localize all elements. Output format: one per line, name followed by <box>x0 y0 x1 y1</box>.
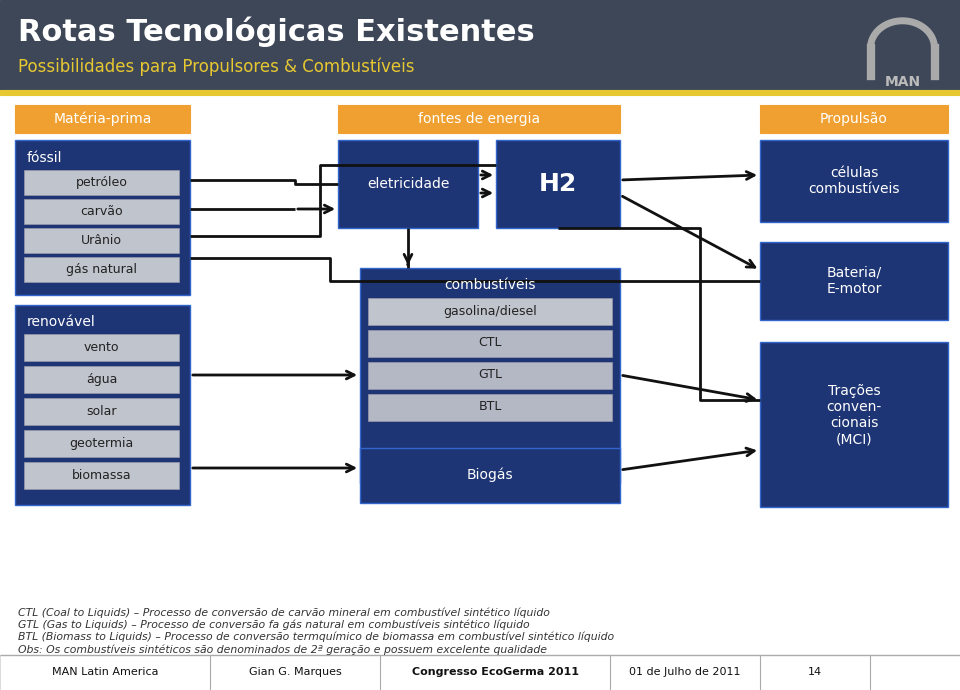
Bar <box>15 140 190 295</box>
Text: fontes de energia: fontes de energia <box>418 112 540 126</box>
Bar <box>24 398 179 425</box>
Text: água: água <box>85 373 117 386</box>
Text: H2: H2 <box>539 172 577 196</box>
Bar <box>24 430 179 457</box>
Text: renovável: renovável <box>27 315 96 329</box>
Bar <box>15 105 190 133</box>
Text: vento: vento <box>84 341 119 354</box>
Text: fóssil: fóssil <box>27 151 62 165</box>
Text: Biogás: Biogás <box>467 468 514 482</box>
Bar <box>760 242 948 320</box>
Text: CTL (Coal to Liquids) – Processo de conversão de carvão mineral em combustível s: CTL (Coal to Liquids) – Processo de conv… <box>18 607 550 618</box>
Bar <box>0 94 960 604</box>
Text: Congresso EcoGerma 2011: Congresso EcoGerma 2011 <box>412 667 579 677</box>
Bar <box>360 268 620 483</box>
Text: GTL: GTL <box>478 368 502 382</box>
Text: combustíveis: combustíveis <box>444 278 536 292</box>
Bar <box>0 0 960 94</box>
Text: Matéria-prima: Matéria-prima <box>54 112 152 126</box>
Text: 01 de Julho de 2011: 01 de Julho de 2011 <box>629 667 741 677</box>
Bar <box>24 257 179 282</box>
Bar <box>24 462 179 489</box>
Bar <box>338 105 620 133</box>
Bar <box>368 394 612 421</box>
Text: gasolina/diesel: gasolina/diesel <box>444 304 537 317</box>
Text: geotermia: geotermia <box>69 437 133 450</box>
Text: petróleo: petróleo <box>76 176 128 189</box>
Bar <box>855 8 950 88</box>
Text: Bateria/
E-motor: Bateria/ E-motor <box>827 266 881 296</box>
Bar <box>368 298 612 325</box>
Text: BTL: BTL <box>478 400 502 413</box>
Text: Urânio: Urânio <box>81 234 122 247</box>
Bar <box>24 334 179 361</box>
Bar <box>0 655 960 690</box>
Text: Possibilidades para Propulsores & Combustíveis: Possibilidades para Propulsores & Combus… <box>18 58 415 77</box>
Bar <box>760 105 948 133</box>
Bar <box>24 199 179 224</box>
Bar <box>368 362 612 389</box>
Text: 14: 14 <box>808 667 822 677</box>
Bar <box>360 448 620 503</box>
Bar <box>338 140 478 228</box>
Text: CTL: CTL <box>478 337 502 350</box>
Bar <box>368 330 612 357</box>
Text: GTL (Gas to Liquids) – Processo de conversão fa gás natural em combustíveis sint: GTL (Gas to Liquids) – Processo de conve… <box>18 620 530 630</box>
Text: Obs: Os combustíveis sintéticos são denominados de 2ª geração e possuem excelent: Obs: Os combustíveis sintéticos são deno… <box>18 644 547 655</box>
Bar <box>0 90 960 95</box>
Bar <box>15 305 190 505</box>
Text: Trações
conven-
cionais
(MCI): Trações conven- cionais (MCI) <box>827 384 881 446</box>
Bar <box>24 170 179 195</box>
Text: gás natural: gás natural <box>66 263 137 276</box>
Text: Rotas Tecnológicas Existentes: Rotas Tecnológicas Existentes <box>18 17 535 47</box>
Text: eletricidade: eletricidade <box>367 177 449 191</box>
Text: Propulsão: Propulsão <box>820 112 888 126</box>
Text: MAN Latin America: MAN Latin America <box>52 667 158 677</box>
Text: MAN: MAN <box>884 75 921 89</box>
Text: células
combustíveis: células combustíveis <box>808 166 900 196</box>
Bar <box>760 342 948 507</box>
Text: biomassa: biomassa <box>72 469 132 482</box>
Bar <box>760 140 948 222</box>
Text: Gian G. Marques: Gian G. Marques <box>249 667 342 677</box>
Bar <box>24 228 179 253</box>
Text: solar: solar <box>86 405 117 418</box>
Text: carvão: carvão <box>81 205 123 218</box>
Bar <box>0 600 960 655</box>
Bar <box>496 140 620 228</box>
Bar <box>24 366 179 393</box>
Text: BTL (Biomass to Liquids) – Processo de conversão termquímico de biomassa em comb: BTL (Biomass to Liquids) – Processo de c… <box>18 632 614 642</box>
